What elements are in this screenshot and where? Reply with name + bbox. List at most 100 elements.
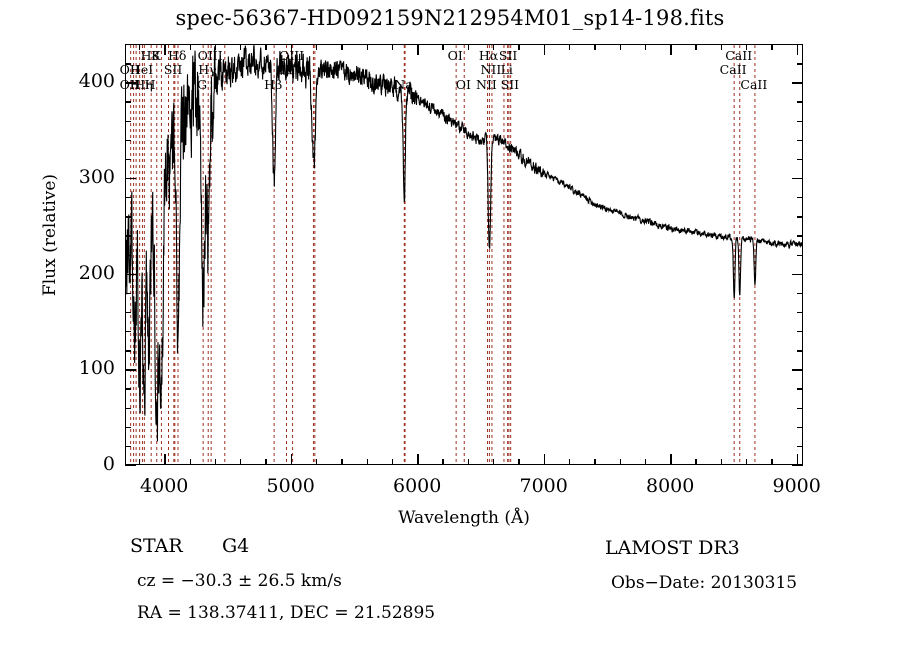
x-tick xyxy=(391,459,394,465)
y-tick xyxy=(125,197,131,199)
x-tick-label: 8000 xyxy=(645,475,695,497)
y-tick xyxy=(125,235,131,237)
y-tick-right xyxy=(797,388,803,390)
spectral-line-label: H8 xyxy=(140,48,160,63)
x-tick-top xyxy=(644,44,647,50)
spectral-line-label: CaII xyxy=(740,77,768,92)
x-tick xyxy=(644,459,647,465)
x-tick xyxy=(771,459,773,465)
y-tick xyxy=(125,82,136,84)
x-tick-top xyxy=(720,44,723,50)
x-tick-label: 9000 xyxy=(772,475,821,497)
x-tick xyxy=(720,459,723,465)
x-tick-top xyxy=(265,44,267,50)
x-tick xyxy=(493,459,495,465)
x-tick xyxy=(240,459,242,465)
y-tick-right xyxy=(797,426,803,429)
x-tick xyxy=(341,459,343,465)
x-tick-top xyxy=(189,44,191,50)
x-tick xyxy=(568,459,571,465)
y-tick-right xyxy=(792,273,803,276)
x-tick xyxy=(290,454,293,465)
y-tick-right xyxy=(797,216,803,218)
y-tick-label: 0 xyxy=(102,453,115,475)
x-tick xyxy=(796,454,799,465)
x-tick-top xyxy=(746,44,748,50)
spectrum-trace xyxy=(126,45,802,442)
plot-area xyxy=(125,44,803,465)
x-tick-top xyxy=(695,44,697,50)
y-tick xyxy=(125,388,131,390)
x-tick xyxy=(467,459,470,465)
y-tick xyxy=(125,369,136,371)
x-tick xyxy=(543,454,546,465)
x-tick-top xyxy=(493,44,495,50)
spectral-line-label: HeI xyxy=(129,62,154,77)
spectral-line-label: CaII xyxy=(725,48,753,63)
footer-survey: LAMOST DR3 xyxy=(605,537,740,559)
x-tick-top xyxy=(670,44,672,55)
spectral-line-label: OI xyxy=(447,48,463,63)
x-tick-top xyxy=(619,44,621,50)
spectral-line-label: NII xyxy=(480,62,502,77)
x-tick xyxy=(746,459,748,465)
y-tick xyxy=(125,350,131,352)
x-tick-top xyxy=(366,44,368,50)
y-tick xyxy=(125,311,131,314)
y-tick-right xyxy=(797,445,803,448)
spectral-line-label: Hη xyxy=(134,77,153,92)
x-tick-top xyxy=(138,44,141,50)
line-markers xyxy=(130,45,756,464)
y-tick-label: 100 xyxy=(78,357,115,380)
spectral-line-label: G xyxy=(197,77,208,92)
y-tick-right xyxy=(797,407,803,409)
y-tick xyxy=(125,407,131,409)
y-tick xyxy=(125,273,136,276)
x-tick xyxy=(316,459,318,465)
y-tick-right xyxy=(792,177,803,180)
x-tick xyxy=(518,459,520,465)
spectral-line-label: OI xyxy=(455,77,471,92)
footer-spectral-type: G4 xyxy=(222,535,250,557)
footer-cz: cz = −30.3 ± 26.5 km/s xyxy=(137,571,342,591)
spectral-line-label: OIII xyxy=(197,48,223,63)
page-title: spec-56367-HD092159N212954M01_sp14-198.f… xyxy=(175,6,725,30)
x-tick xyxy=(164,454,166,465)
spectral-line-label: Hδ xyxy=(167,48,187,63)
spectral-line-label: Hα xyxy=(478,48,499,63)
x-tick-top xyxy=(796,44,799,55)
y-tick xyxy=(125,445,131,448)
y-tick xyxy=(125,44,131,46)
spectral-line-label: OIII xyxy=(279,48,305,63)
spectral-line-label: K xyxy=(151,48,161,63)
y-tick-right xyxy=(797,197,803,199)
y-tick-label: 200 xyxy=(78,261,115,284)
y-tick xyxy=(125,63,131,65)
y-tick-right xyxy=(797,292,803,295)
y-tick-right xyxy=(792,465,803,467)
x-tick-top xyxy=(290,44,293,55)
y-tick xyxy=(125,426,131,429)
x-tick xyxy=(594,459,596,465)
y-tick-label: 300 xyxy=(78,165,115,188)
spectral-line-label: NII xyxy=(476,77,497,92)
spectral-line-label: H xyxy=(129,77,141,92)
y-tick-right xyxy=(792,82,803,84)
x-tick-label: 7000 xyxy=(519,475,568,497)
x-tick-label: 5000 xyxy=(266,475,315,497)
y-tick-right xyxy=(797,139,803,142)
spectral-line-label: Hβ xyxy=(264,77,283,92)
x-tick-top xyxy=(518,44,520,50)
x-tick xyxy=(417,454,419,465)
x-tick xyxy=(619,459,621,465)
x-tick-top xyxy=(240,44,242,50)
x-tick-top xyxy=(594,44,596,50)
y-tick-label: 400 xyxy=(78,70,115,93)
y-tick-right xyxy=(797,101,803,103)
y-tick-right xyxy=(797,331,803,333)
y-tick xyxy=(125,254,131,256)
x-tick-top xyxy=(467,44,470,50)
x-tick-label: 4000 xyxy=(140,475,189,497)
y-tick xyxy=(125,139,131,142)
x-tick xyxy=(670,454,672,465)
